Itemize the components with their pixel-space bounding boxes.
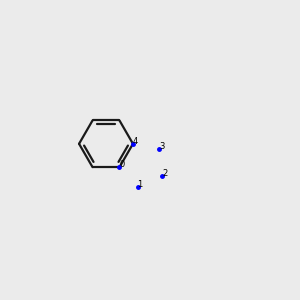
Text: 1: 1 bbox=[137, 180, 143, 189]
Text: 0: 0 bbox=[119, 160, 125, 169]
Text: 4: 4 bbox=[133, 137, 138, 146]
Text: 2: 2 bbox=[162, 169, 167, 178]
Text: 3: 3 bbox=[159, 142, 165, 152]
